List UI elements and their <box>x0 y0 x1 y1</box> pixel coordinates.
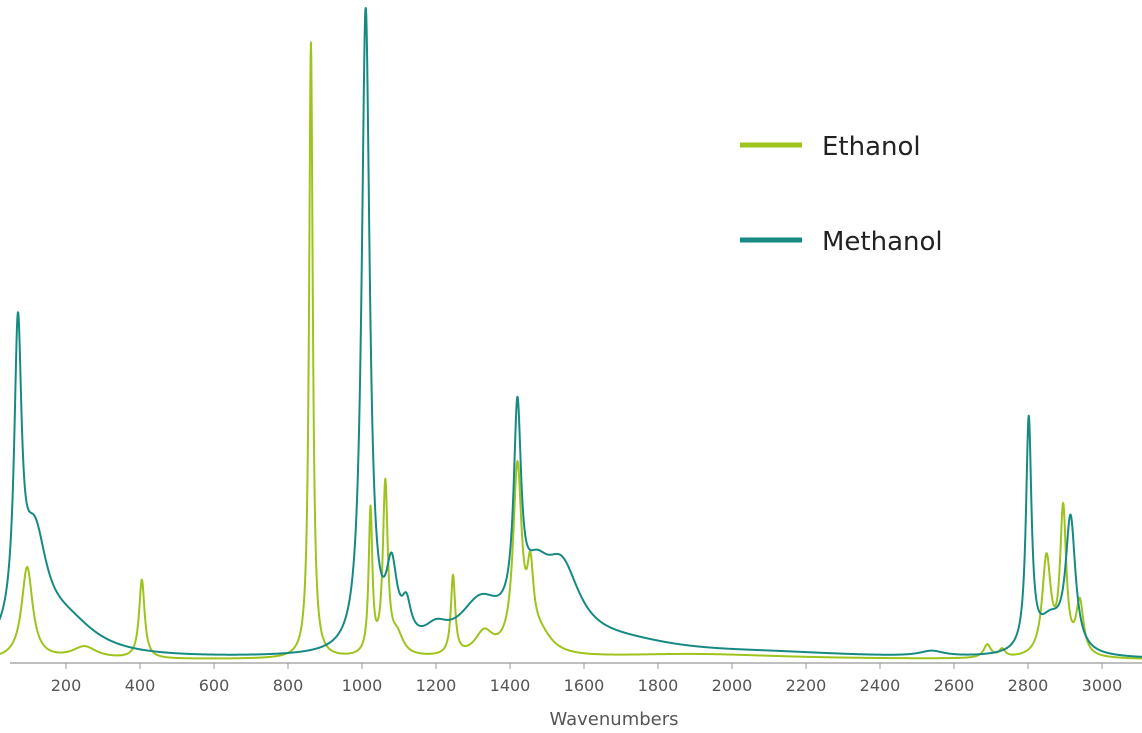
x-tick-label: 1400 <box>490 676 531 695</box>
series-lines <box>0 7 1142 660</box>
series-line-methanol <box>0 7 1142 658</box>
legend: Ethanol Methanol <box>740 132 943 257</box>
x-tick-label: 400 <box>125 676 156 695</box>
x-tick-label: 1000 <box>342 676 383 695</box>
x-tick-label: 1600 <box>564 676 605 695</box>
x-axis-title: Wavenumbers <box>549 709 678 730</box>
x-tick-label: 1800 <box>638 676 679 695</box>
x-tick-label: 800 <box>273 676 304 695</box>
x-tick-label: 2600 <box>934 676 975 695</box>
legend-label-methanol: Methanol <box>822 227 943 257</box>
x-tick-label: 2800 <box>1008 676 1049 695</box>
x-tick-label: 2200 <box>786 676 827 695</box>
x-axis-ticks: 200 400 600 800 1000 1200 1400 1600 1800 2000 2200… <box>51 663 1123 695</box>
x-tick-label: 600 <box>199 676 230 695</box>
x-tick-label: 200 <box>51 676 82 695</box>
legend-label-ethanol: Ethanol <box>822 132 921 162</box>
series-line-ethanol <box>0 41 1142 660</box>
x-tick-label: 1200 <box>416 676 457 695</box>
x-tick-label: 2000 <box>712 676 753 695</box>
x-tick-label: 3000 <box>1082 676 1123 695</box>
x-tick-label: 2400 <box>860 676 901 695</box>
